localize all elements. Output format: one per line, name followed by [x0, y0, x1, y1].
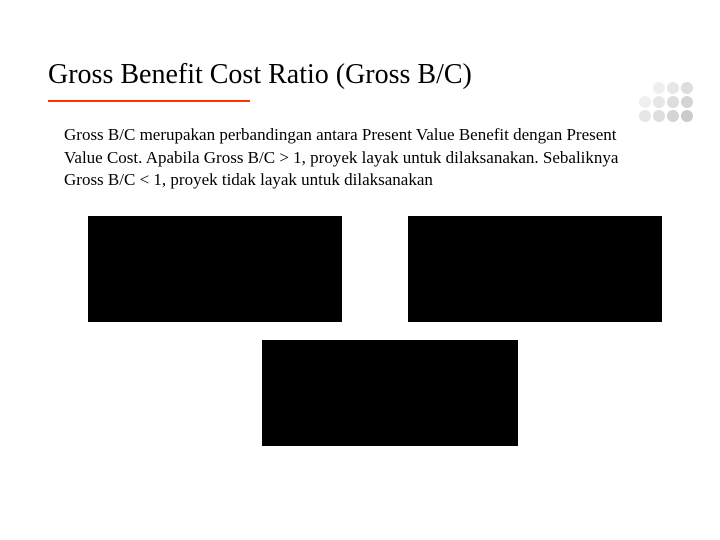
page-title: Gross Benefit Cost Ratio (Gross B/C) — [48, 58, 672, 92]
dot-icon — [667, 96, 679, 108]
dot-icon — [681, 110, 693, 122]
image-placeholder — [88, 216, 342, 322]
image-placeholder — [262, 340, 518, 446]
image-row-bottom — [48, 340, 672, 446]
dot-icon — [639, 82, 651, 94]
image-row-top — [48, 216, 672, 322]
dot-icon — [639, 96, 651, 108]
dot-icon — [653, 110, 665, 122]
dot-icon — [653, 82, 665, 94]
dot-icon — [681, 82, 693, 94]
decorative-dots — [639, 82, 694, 123]
dot-icon — [653, 96, 665, 108]
title-underline — [48, 100, 250, 102]
image-placeholder — [408, 216, 662, 322]
dot-icon — [667, 110, 679, 122]
dot-icon — [639, 110, 651, 122]
dot-icon — [667, 82, 679, 94]
body-paragraph: Gross B/C merupakan perbandingan antara … — [48, 124, 672, 193]
slide: Gross Benefit Cost Ratio (Gross B/C) Gro… — [0, 0, 720, 540]
dot-icon — [681, 96, 693, 108]
